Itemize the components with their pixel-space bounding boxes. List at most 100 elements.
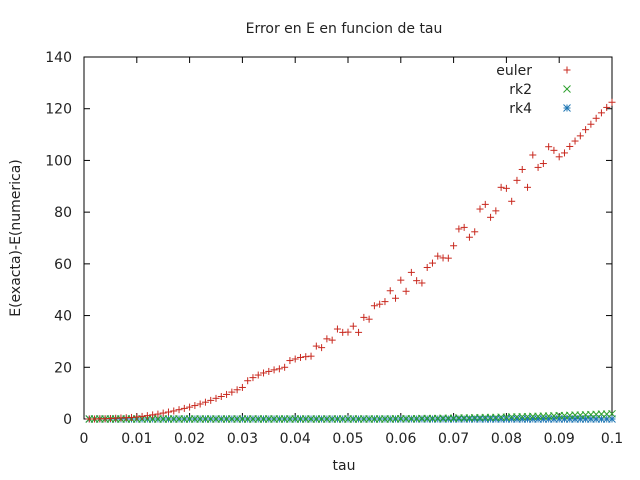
data-point-euler [413,277,421,285]
x-tick-label: 0.01 [121,431,152,447]
chart-title: Error en E en funcion de tau [246,21,443,37]
x-tick-label: 0.02 [174,431,205,447]
data-point-euler [159,409,167,417]
y-axis-label: E(exacta)-E(numerica) [8,159,24,317]
data-point-euler [513,176,521,184]
data-point-euler [487,213,495,221]
legend-label-euler: euler [496,63,532,79]
data-point-euler [296,353,304,361]
legend-marker-rk2 [563,85,571,93]
data-point-euler [465,233,473,241]
data-point-euler [566,142,574,150]
data-point-euler [471,228,479,236]
data-point-euler [133,413,141,421]
data-point-euler [249,374,257,382]
data-point-euler [582,126,590,134]
data-point-euler [529,151,537,159]
legend-label-rk2: rk2 [509,82,532,98]
data-point-euler [576,132,584,140]
data-point-euler [164,408,172,416]
data-point-euler [550,146,558,154]
series-euler [85,98,616,423]
y-tick-label: 100 [45,153,72,169]
data-point-euler [286,357,294,365]
data-point-euler [154,410,162,418]
data-point-euler [143,412,151,420]
data-point-euler [397,276,405,284]
data-point-euler [381,298,389,306]
data-point-euler [328,336,336,344]
data-point-euler [265,367,273,375]
data-point-euler [149,411,157,419]
data-point-euler [196,400,204,408]
y-tick-label: 140 [45,50,72,66]
series-layer [85,98,616,423]
data-point-euler [186,403,194,411]
data-point-euler [217,393,225,401]
data-point-euler [360,313,368,321]
data-point-euler [260,369,268,377]
x-tick-label: 0.1 [601,431,623,447]
data-point-euler [434,252,442,260]
data-point-euler [281,363,289,371]
data-point-euler [502,184,510,192]
data-point-euler [545,143,553,151]
data-point-euler [539,160,547,168]
x-axis-label: tau [333,458,356,474]
legend-label-rk4: rk4 [509,101,532,117]
data-point-euler [518,165,526,173]
data-point-euler [524,183,532,191]
data-point-euler [302,353,310,361]
data-point-euler [207,396,215,404]
data-point-euler [333,325,341,333]
data-point-euler [170,407,178,415]
data-point-euler [307,352,315,360]
legend-marker-rk4 [563,104,571,112]
data-point-euler [460,223,468,231]
data-point-euler [555,153,563,161]
data-point-euler [365,315,373,323]
data-point-rk2 [608,409,616,418]
y-tick-label: 80 [54,205,72,221]
data-point-euler [386,287,394,295]
x-tick-label: 0 [80,431,89,447]
data-point-euler [481,200,489,208]
data-point-euler [407,268,415,276]
data-point-euler [370,302,378,310]
data-point-euler [418,279,426,287]
data-point-euler [497,183,505,191]
x-tick-label: 0.03 [227,431,258,447]
data-point-euler [355,328,363,336]
data-point-euler [323,335,331,343]
plot-frame [83,56,613,420]
data-point-euler [571,137,579,145]
data-point-euler [180,404,188,412]
data-point-euler [423,263,431,271]
x-tick-label: 0.07 [438,431,469,447]
data-point-euler [560,149,568,157]
data-point-euler [312,342,320,350]
y-tick-label: 40 [54,309,72,325]
data-point-euler [392,294,400,302]
data-point-euler [238,383,246,391]
data-point-euler [428,259,436,267]
data-point-euler [175,406,183,414]
data-point-euler [201,398,209,406]
data-point-euler [228,388,236,396]
y-tick-label: 20 [54,360,72,376]
data-point-euler [191,402,199,410]
data-point-euler [592,114,600,122]
x-tick-label: 0.06 [385,431,416,447]
data-point-euler [233,386,241,394]
data-point-euler [254,371,262,379]
legend-marker-euler [563,66,571,74]
data-point-euler [223,390,231,398]
data-point-euler [212,394,220,402]
data-point-euler [376,300,384,308]
x-tick-label: 0.09 [544,431,575,447]
data-point-euler [603,103,611,111]
x-tick-label: 0.05 [332,431,363,447]
data-point-euler [476,205,484,213]
x-ticks: 0 0.01 0.02 0.03 0.04 0.05 0.06 0.07 0.08 0.09 0.1 [80,57,623,447]
